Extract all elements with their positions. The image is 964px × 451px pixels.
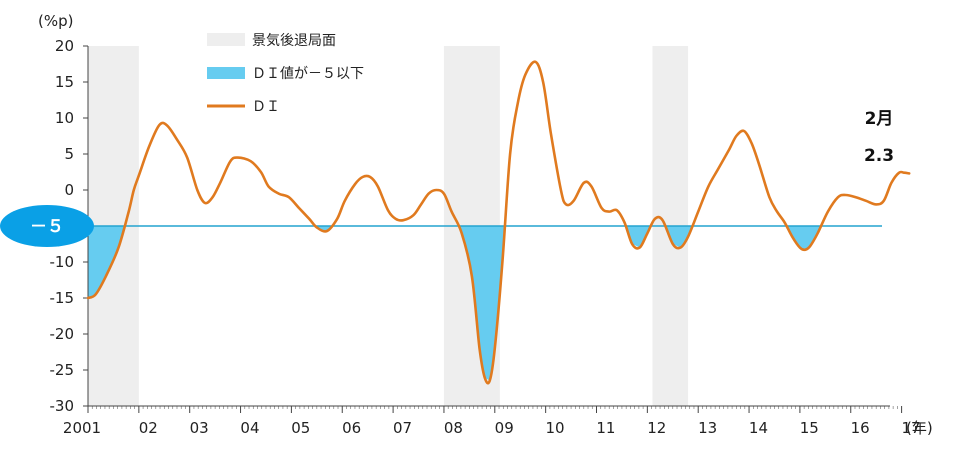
legend-swatch-below	[207, 67, 245, 79]
threshold-badge-label: －５	[30, 217, 64, 237]
y-tick-label: 0	[64, 181, 74, 199]
di-series-line	[86, 60, 911, 385]
annotation-value: 2.3	[864, 146, 894, 166]
y-tick-label: -15	[50, 289, 75, 307]
x-tick-label: 17	[901, 419, 920, 437]
annotation-month: 2月	[865, 109, 894, 129]
x-tick-label: 05	[291, 419, 310, 437]
x-tick-label: 06	[342, 419, 361, 437]
x-axis-unit-label: (年)	[906, 419, 933, 437]
below-threshold-region-5	[786, 226, 822, 250]
y-tick-label: -10	[50, 253, 75, 271]
x-tick-label: 03	[190, 419, 209, 437]
y-axis-unit-label: (%p)	[38, 12, 73, 30]
x-tick-label: 14	[749, 419, 768, 437]
x-tick-label: 11	[596, 419, 615, 437]
x-tick-label: 07	[393, 419, 412, 437]
below-threshold-region-0	[88, 226, 125, 298]
threshold-badge: －５	[0, 205, 94, 247]
legend: 景気後退局面 ＤＩ値が－５以下 ＤＩ	[207, 33, 364, 115]
x-tick-label: 02	[139, 419, 158, 437]
x-tick-label: 10	[546, 419, 565, 437]
x-tick-label: 16	[851, 419, 870, 437]
x-axis: 2001 02 03 04 05 06 07 08 09 10 11 12 13 14 15 16 17	[63, 406, 921, 437]
below-threshold-region-4	[665, 226, 693, 248]
x-tick-label: 13	[698, 419, 717, 437]
y-tick-label: -20	[50, 325, 75, 343]
legend-label-below: ＤＩ値が－５以下	[252, 66, 364, 82]
y-tick-label: -25	[50, 361, 75, 379]
x-tick-label: 04	[240, 419, 259, 437]
y-tick-label: 5	[64, 145, 74, 163]
x-tick-label: 09	[495, 419, 514, 437]
legend-label-recession: 景気後退局面	[252, 33, 336, 49]
y-tick-label: -30	[50, 397, 75, 415]
x-tick-label: 2001	[63, 419, 101, 437]
y-tick-label: 10	[55, 109, 74, 127]
x-tick-label: 12	[647, 419, 666, 437]
y-tick-label: 20	[55, 37, 74, 55]
x-tick-label: 08	[444, 419, 463, 437]
legend-swatch-recession	[207, 33, 245, 46]
y-tick-label: 15	[55, 73, 74, 91]
legend-label-di: ＤＩ	[252, 99, 280, 115]
x-tick-label: 15	[800, 419, 819, 437]
